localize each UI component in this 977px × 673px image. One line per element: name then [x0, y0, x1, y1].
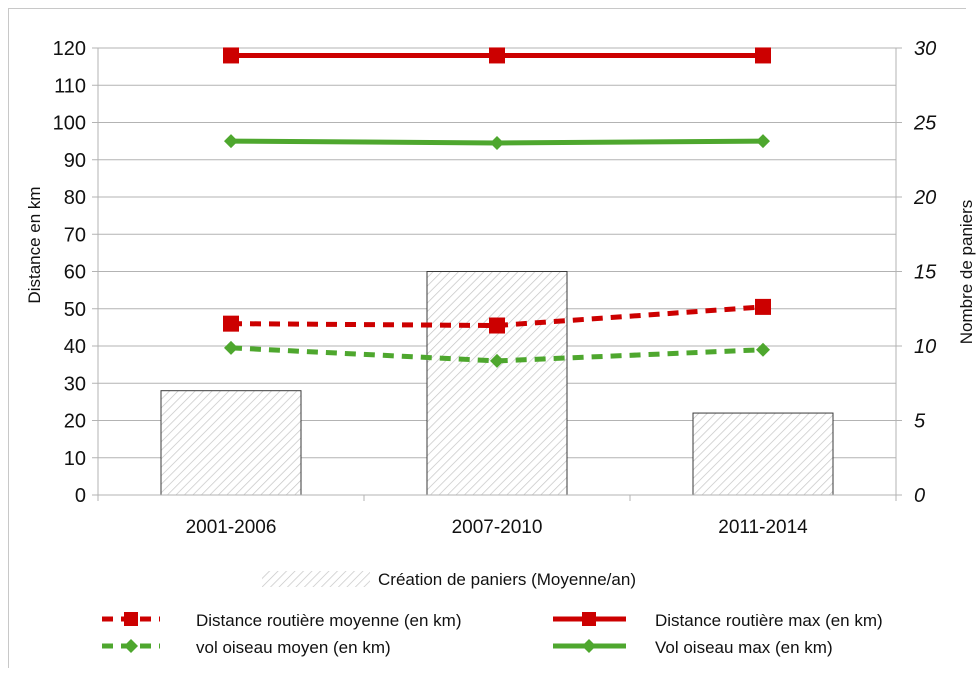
data-point-marker [489, 317, 505, 334]
y-tick-label-left: 70 [64, 224, 86, 246]
legend-label-bars: Création de paniers (Moyenne/an) [378, 570, 636, 589]
y-tick-label-left: 0 [75, 485, 86, 507]
y-tick-label-left: 20 [64, 411, 86, 433]
data-point-marker [224, 340, 238, 355]
y-tick-label-left: 30 [64, 373, 86, 395]
bars [160, 271, 834, 496]
y-tick-label-right: 5 [914, 411, 926, 433]
data-point-marker [223, 315, 239, 332]
legend-swatch-oiseau-max [553, 639, 626, 653]
legend-swatch-route-max [553, 612, 626, 626]
legend-label-oiseau-max: Vol oiseau max (en km) [655, 638, 833, 657]
legend: Création de paniers (Moyenne/an) Distanc… [102, 570, 883, 657]
y-tick-label-left: 10 [64, 448, 86, 470]
legend-swatch-route-moyenne [102, 612, 160, 626]
x-tick-label: 2001-2006 [186, 517, 277, 538]
x-tick-label: 2011-2014 [718, 517, 808, 538]
legend-swatch-bars [262, 571, 370, 587]
data-point-marker [489, 47, 505, 64]
data-point-marker [490, 135, 504, 150]
y-tick-label-right: 10 [914, 336, 936, 358]
y-axis-title-left: Distance en km [25, 186, 44, 303]
y-tick-label-left: 120 [53, 38, 86, 60]
y-tick-label-left: 100 [53, 113, 86, 135]
line-series [223, 47, 771, 368]
y-tick-label-left: 80 [64, 187, 86, 209]
data-point-marker [756, 134, 770, 149]
legend-label-route-max: Distance routière max (en km) [655, 611, 883, 630]
y-tick-label-right: 20 [913, 187, 936, 209]
tick-labels: 0 10 20 30 40 50 60 70 80 90 100 110 120 0 5 10 15 20 25 30… [53, 38, 937, 538]
legend-swatch-oiseau-moyen [102, 639, 160, 653]
data-point-marker [224, 134, 238, 149]
data-point-marker [490, 353, 504, 368]
x-tick-label: 2007-2010 [452, 517, 543, 538]
y-tick-label-left: 110 [54, 75, 86, 97]
data-point-marker [223, 47, 239, 64]
y-tick-label-right: 15 [914, 262, 937, 284]
y-tick-label-right: 25 [913, 113, 937, 135]
data-point-marker [755, 298, 771, 315]
data-point-marker [755, 47, 771, 64]
y-tick-label-right: 0 [914, 485, 925, 507]
bar [426, 271, 568, 496]
y-tick-label-left: 40 [64, 336, 86, 358]
legend-label-oiseau-moyen: vol oiseau moyen (en km) [196, 638, 391, 657]
y-tick-label-left: 50 [64, 299, 86, 321]
y-tick-label-left: 60 [64, 262, 86, 284]
y-tick-label-left: 90 [64, 150, 86, 172]
data-point-marker [756, 342, 770, 357]
legend-label-route-moyenne: Distance routière moyenne (en km) [196, 611, 462, 630]
bar [692, 412, 834, 496]
y-axis-title-right: Nombre de paniers [957, 200, 976, 345]
axes [92, 47, 902, 501]
bar [160, 390, 302, 496]
y-tick-label-right: 30 [914, 38, 936, 60]
